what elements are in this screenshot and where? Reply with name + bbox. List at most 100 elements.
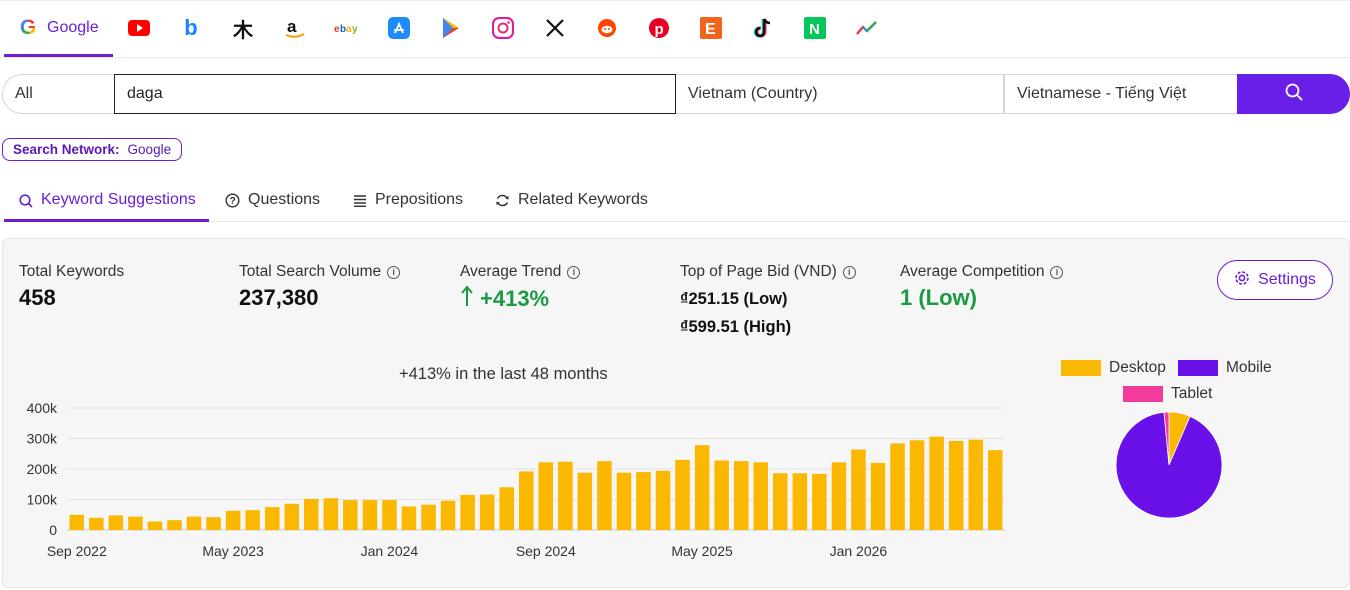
bar[interactable] bbox=[558, 461, 573, 530]
bar[interactable] bbox=[245, 510, 260, 530]
pie-slice-tablet[interactable] bbox=[1163, 411, 1170, 466]
bar[interactable] bbox=[714, 460, 729, 531]
source-tab-google[interactable]: G Google bbox=[4, 16, 113, 57]
bar[interactable] bbox=[382, 500, 397, 530]
info-icon[interactable]: i bbox=[1050, 265, 1064, 279]
bar[interactable] bbox=[694, 445, 710, 530]
x-tick-label: Sep 2024 bbox=[516, 543, 576, 559]
scope-select[interactable]: All bbox=[2, 74, 116, 114]
settings-button[interactable]: Settings bbox=[1217, 260, 1333, 300]
bar[interactable] bbox=[167, 520, 182, 530]
source-tab-amazon[interactable]: a bbox=[284, 17, 306, 57]
source-tab-app-store[interactable] bbox=[388, 17, 410, 57]
search-network-badge[interactable]: Search Network: Google bbox=[2, 138, 183, 161]
bar[interactable] bbox=[265, 507, 280, 530]
bar[interactable] bbox=[948, 440, 964, 530]
bar[interactable] bbox=[89, 517, 104, 530]
bar[interactable] bbox=[401, 506, 417, 531]
gear-icon bbox=[1234, 270, 1250, 291]
source-tab-reddit[interactable] bbox=[596, 17, 618, 57]
bar[interactable] bbox=[128, 516, 143, 530]
youtube-icon bbox=[128, 17, 150, 39]
source-tab-pinterest[interactable]: p bbox=[648, 17, 670, 57]
bar[interactable] bbox=[616, 472, 632, 530]
bar[interactable] bbox=[460, 494, 475, 530]
info-icon[interactable]: i bbox=[842, 265, 856, 279]
tab-label: Questions bbox=[248, 191, 321, 208]
bar[interactable] bbox=[538, 462, 554, 530]
tab-prepositions[interactable]: Prepositions bbox=[353, 182, 463, 222]
bar[interactable] bbox=[577, 472, 593, 530]
legend-desktop[interactable]: Desktop bbox=[1061, 359, 1166, 377]
settings-label: Settings bbox=[1258, 271, 1316, 288]
bar[interactable] bbox=[479, 494, 495, 530]
source-tab-tiktok[interactable] bbox=[752, 17, 774, 57]
language-select[interactable]: Vietnamese - Tiếng Việt bbox=[1004, 74, 1238, 114]
source-tab-play-store[interactable] bbox=[440, 17, 462, 57]
bar[interactable] bbox=[929, 436, 944, 530]
bing-icon: b bbox=[184, 15, 198, 40]
tab-related-keywords[interactable]: Related Keywords bbox=[495, 182, 648, 222]
bar[interactable] bbox=[753, 462, 769, 530]
country-select[interactable]: Vietnam (Country) bbox=[676, 74, 1004, 114]
search-button[interactable] bbox=[1237, 74, 1350, 114]
source-tab-trends[interactable] bbox=[856, 17, 878, 57]
svg-text:N: N bbox=[809, 21, 820, 38]
legend-mobile[interactable]: Mobile bbox=[1178, 359, 1272, 377]
search-icon bbox=[1285, 83, 1303, 106]
bar[interactable] bbox=[69, 514, 85, 531]
bar[interactable] bbox=[988, 450, 1003, 530]
bar[interactable] bbox=[968, 439, 984, 530]
source-tab-x[interactable] bbox=[544, 17, 566, 57]
bar[interactable] bbox=[304, 498, 319, 530]
bar[interactable] bbox=[362, 500, 378, 530]
bar[interactable] bbox=[851, 449, 866, 531]
bar[interactable] bbox=[597, 461, 612, 530]
source-tab-yandex[interactable]: ⽊ bbox=[232, 17, 254, 57]
bar[interactable] bbox=[773, 473, 788, 530]
source-tab-youtube[interactable] bbox=[128, 17, 150, 57]
bar[interactable] bbox=[831, 462, 847, 530]
bar[interactable] bbox=[108, 515, 124, 530]
bar[interactable] bbox=[323, 498, 339, 530]
bar[interactable] bbox=[636, 472, 651, 530]
legend-label: Mobile bbox=[1226, 359, 1272, 376]
bar[interactable] bbox=[655, 470, 671, 530]
svg-text:p: p bbox=[655, 21, 664, 38]
bar[interactable] bbox=[421, 504, 436, 530]
legend-tablet[interactable]: Tablet bbox=[1123, 385, 1212, 403]
svg-text:e: e bbox=[334, 24, 340, 35]
bar[interactable] bbox=[890, 443, 905, 530]
bar[interactable] bbox=[147, 521, 163, 531]
search-volume-bar-chart: 0 100k 200k 300k 400k Sep 2022 May 2023 Jan 202… bbox=[27, 400, 1005, 559]
bar[interactable] bbox=[519, 471, 534, 530]
bar[interactable] bbox=[812, 473, 827, 530]
bar[interactable] bbox=[499, 487, 515, 530]
info-icon[interactable]: i bbox=[387, 265, 401, 279]
bar[interactable] bbox=[440, 500, 456, 530]
bar[interactable] bbox=[225, 510, 241, 530]
bar[interactable] bbox=[186, 516, 202, 530]
source-tab-label: Google bbox=[47, 19, 99, 36]
bar[interactable] bbox=[909, 440, 925, 530]
tab-keyword-suggestions[interactable]: Keyword Suggestions bbox=[4, 182, 209, 222]
arrow-up-icon bbox=[460, 285, 474, 313]
bar[interactable] bbox=[792, 473, 808, 530]
source-tab-naver[interactable]: N bbox=[804, 17, 826, 57]
info-icon[interactable]: i bbox=[567, 265, 581, 279]
tab-questions[interactable]: ? Questions bbox=[225, 182, 320, 222]
bar[interactable] bbox=[675, 459, 690, 530]
bar[interactable] bbox=[206, 517, 221, 530]
bar[interactable] bbox=[343, 500, 358, 530]
source-tab-instagram[interactable] bbox=[492, 17, 514, 57]
source-tab-etsy[interactable]: E bbox=[700, 17, 722, 57]
amazon-icon: a bbox=[284, 17, 306, 39]
pie-slice-mobile[interactable] bbox=[1115, 411, 1223, 519]
bar[interactable] bbox=[734, 461, 749, 530]
keyword-input[interactable] bbox=[114, 74, 676, 114]
legend-swatch bbox=[1061, 360, 1101, 376]
bar[interactable] bbox=[284, 503, 300, 530]
bar[interactable] bbox=[870, 462, 886, 530]
source-tab-bing[interactable]: b bbox=[180, 15, 202, 57]
